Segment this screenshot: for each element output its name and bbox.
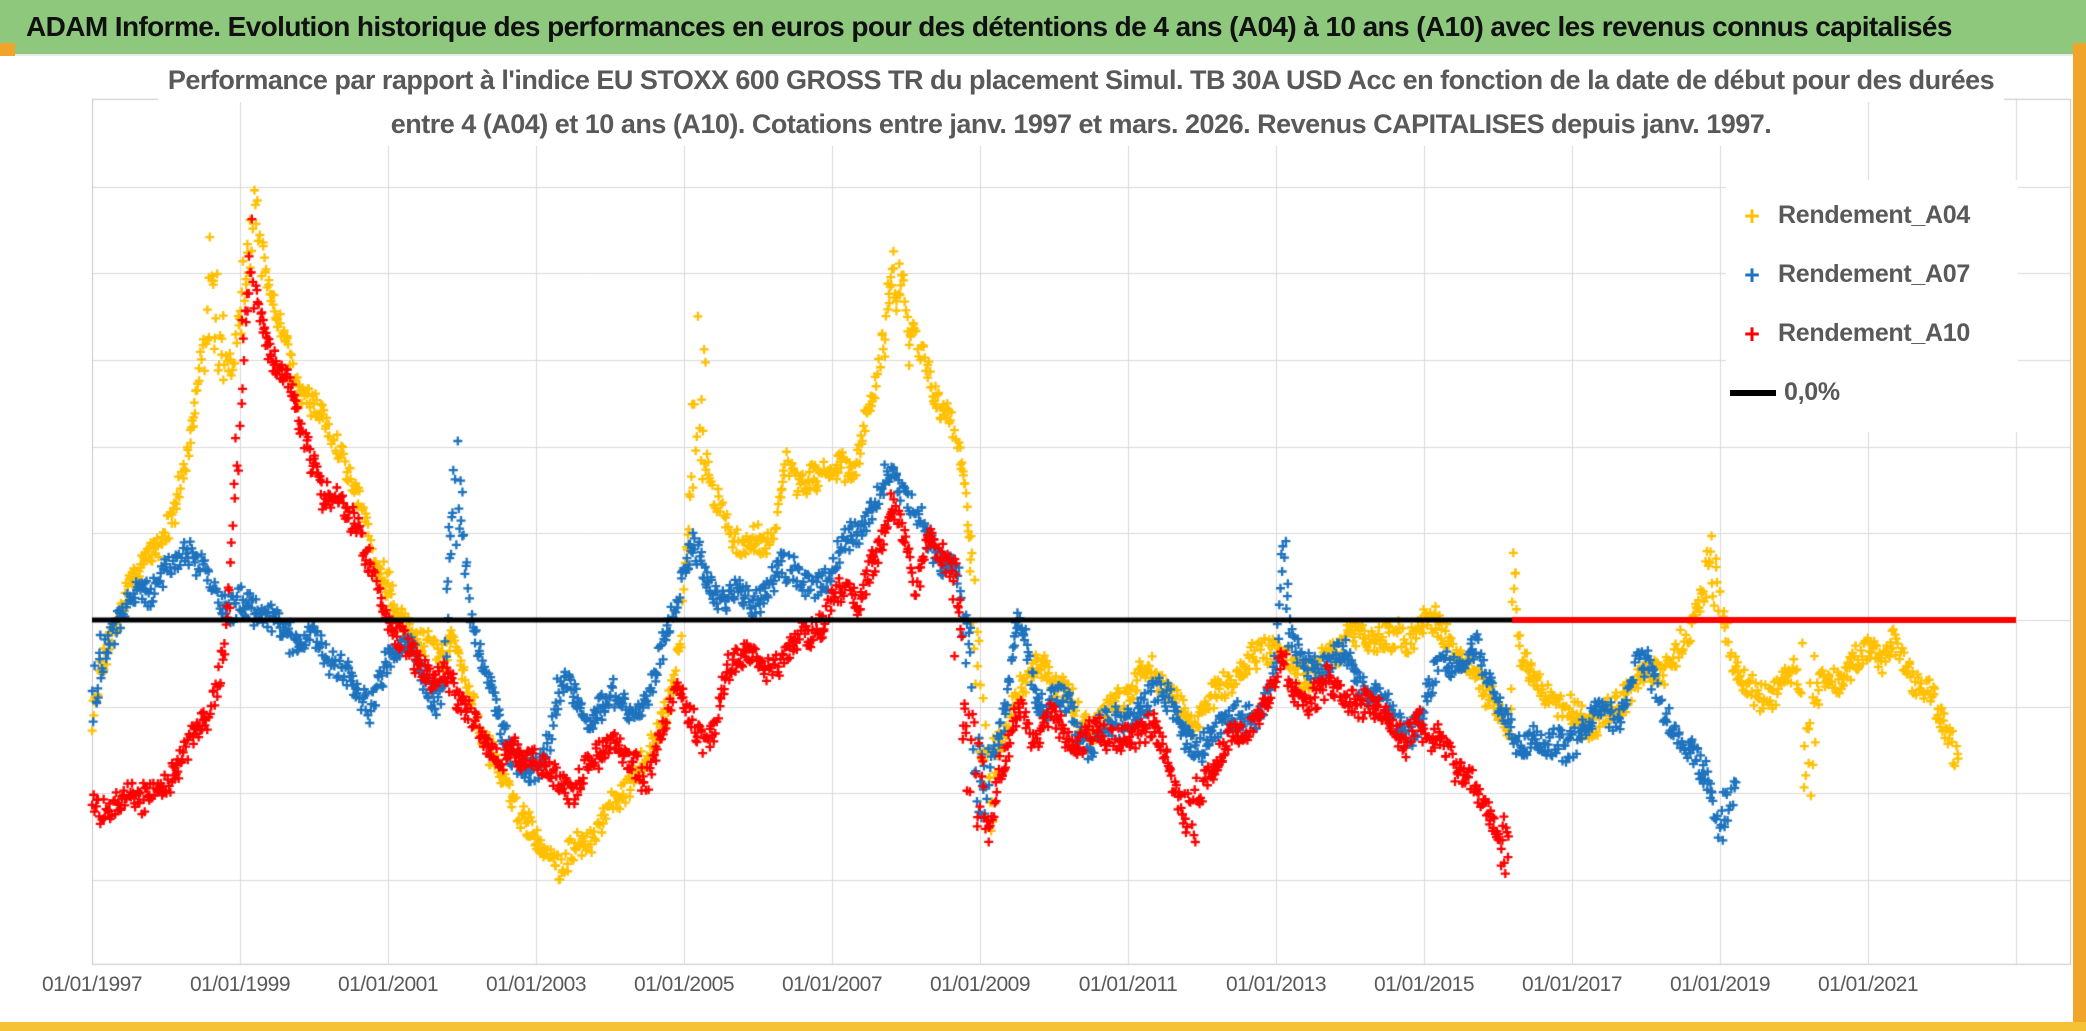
legend-label: Rendement_A04 [1778,201,1970,229]
x-tick-label: 01/01/2007 [781,973,883,996]
plus-marker-icon: + [1744,259,1760,290]
x-tick-label: 01/01/1997 [41,973,143,996]
legend-item-rendement-a04: + Rendement_A04 [1726,186,2018,245]
x-tick-label: 01/01/2001 [337,973,439,996]
x-tick-label: 01/01/2003 [485,973,587,996]
chart-title-line1: Performance par rapport à l'indice EU ST… [157,58,2005,102]
accent-right-bar [2073,43,2086,1031]
chart-title-line2: entre 4 (A04) et 10 ans (A10). Cotations… [380,102,1782,146]
chart-title: Performance par rapport à l'indice EU ST… [92,58,2070,146]
accent-topleft-square [0,43,15,56]
x-tick-label: 01/01/1999 [189,973,291,996]
report-header: ADAM Informe. Evolution historique des p… [0,0,2086,56]
legend-label: Rendement_A07 [1778,260,1970,288]
x-tick-label: 01/01/2005 [633,973,735,996]
legend-label: Rendement_A10 [1778,319,1970,347]
x-tick-label: 01/01/2013 [1225,973,1327,996]
accent-bottom-bar [0,1022,2086,1031]
report-header-title: ADAM Informe. Evolution historique des p… [26,11,1952,42]
plus-marker-icon: + [1744,318,1760,349]
legend-item-rendement-a07: + Rendement_A07 [1726,245,2018,304]
x-tick-label: 01/01/2021 [1817,973,1919,996]
x-tick-label: 01/01/2017 [1521,973,1623,996]
plus-marker-icon: + [1744,200,1760,231]
x-tick-label: 01/01/2015 [1373,973,1475,996]
chart-legend: + Rendement_A04 + Rendement_A07 + Rendement_A… [1726,180,2018,432]
x-tick-label: 01/01/2019 [1669,973,1771,996]
legend-item-0-0-: 0,0% [1726,363,2018,422]
x-tick-label: 01/01/2011 [1078,973,1178,996]
legend-label: 0,0% [1784,378,1840,406]
legend-item-rendement-a10: + Rendement_A10 [1726,304,2018,363]
zero-line-swatch [1730,389,1776,396]
x-tick-label: 01/01/2009 [929,973,1031,996]
